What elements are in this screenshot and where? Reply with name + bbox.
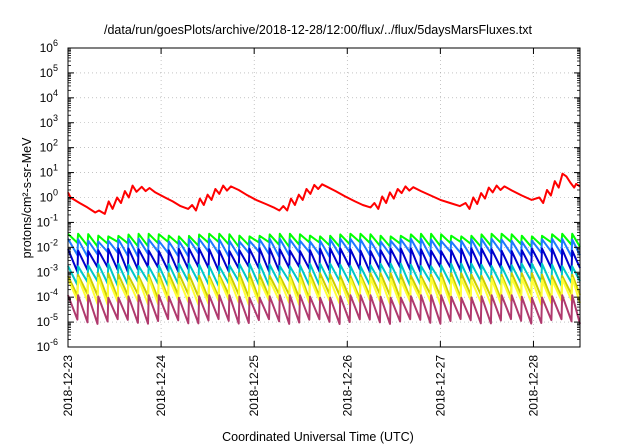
series-line bbox=[67, 247, 581, 273]
series-line bbox=[67, 237, 581, 258]
x-tick-label: 2018-12-23 bbox=[61, 355, 75, 417]
x-tick-label: 2018-12-25 bbox=[247, 355, 261, 417]
x-tick-label: 2018-12-28 bbox=[526, 355, 540, 417]
x-tick-label: 2018-12-24 bbox=[154, 355, 168, 417]
y-tick-label: 105 bbox=[40, 63, 58, 80]
series-line bbox=[67, 272, 581, 300]
y-tick-label: 10-5 bbox=[37, 312, 58, 329]
y-tick-label: 10-3 bbox=[37, 262, 58, 279]
y-tick-label: 104 bbox=[40, 88, 58, 105]
series-line bbox=[67, 276, 581, 306]
y-tick-label: 102 bbox=[40, 138, 58, 155]
chart-title: /data/run/goesPlots/archive/2018-12-28/1… bbox=[104, 23, 533, 37]
y-tick-label: 10-2 bbox=[37, 237, 58, 254]
y-axis-label: protons/cm²-s-sr-MeV bbox=[20, 137, 34, 259]
y-tick-label: 100 bbox=[40, 188, 58, 205]
x-tick-label: 2018-12-27 bbox=[433, 355, 447, 417]
y-tick-label: 101 bbox=[40, 163, 58, 180]
y-tick-label: 10-1 bbox=[37, 212, 58, 229]
x-tick-label: 2018-12-26 bbox=[340, 355, 354, 417]
series-group bbox=[67, 172, 581, 325]
x-axis-label: Coordinated Universal Time (UTC) bbox=[222, 430, 414, 444]
axes: 10-6 10-5 10-4 10-3 10-2 10-1 100 101 102 103 104 1… bbox=[37, 38, 581, 417]
y-tick-label: 103 bbox=[40, 113, 58, 130]
grid bbox=[67, 48, 580, 347]
y-tick-label: 10-4 bbox=[37, 287, 58, 304]
series-line bbox=[67, 232, 581, 248]
y-tick-label: 106 bbox=[40, 38, 58, 55]
series-line bbox=[67, 294, 581, 325]
series-line bbox=[67, 172, 581, 215]
series-line bbox=[67, 262, 581, 287]
y-tick-label: 10-6 bbox=[37, 337, 58, 354]
